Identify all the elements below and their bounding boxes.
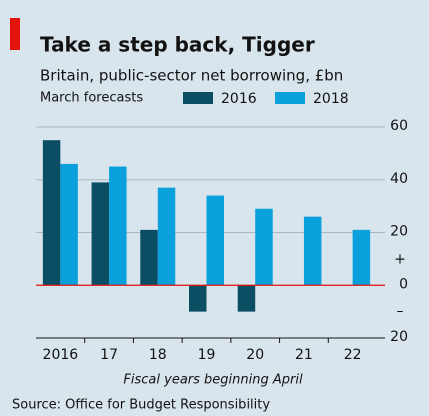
bar — [140, 229, 158, 286]
bar — [352, 229, 371, 286]
negative-sign: – — [397, 303, 404, 319]
x-tick-label: 2016 — [43, 347, 79, 363]
positive-sign: + — [394, 251, 406, 267]
x-tick-label: 17 — [100, 347, 118, 363]
bar — [42, 140, 61, 286]
x-tick-label: 20 — [246, 347, 264, 363]
source: Source: Office for Budget Responsibility — [12, 398, 270, 413]
y-tick-label: 20 — [390, 329, 408, 345]
x-axis-label: Fiscal years beginning April — [123, 373, 303, 388]
x-tick-label: 22 — [344, 347, 362, 363]
y-tick-label: 60 — [390, 118, 408, 134]
bar — [157, 187, 176, 286]
chart-subtitle: Britain, public-sector net borrowing, £b… — [40, 67, 343, 85]
bar — [303, 216, 322, 286]
y-tick-label: 40 — [390, 171, 408, 187]
chart-title: Take a step back, Tigger — [40, 33, 315, 57]
bar — [91, 182, 110, 286]
x-tick-label: 19 — [198, 347, 216, 363]
legend-label: 2016 — [221, 91, 257, 107]
bar — [189, 285, 207, 312]
bar — [255, 208, 273, 286]
y-tick-label: 0 — [399, 276, 408, 292]
note: March forecasts — [40, 91, 143, 106]
bar — [237, 285, 256, 312]
legend-swatch — [183, 92, 213, 104]
y-tick-label: 20 — [390, 224, 408, 240]
x-tick-label: 18 — [149, 347, 167, 363]
bar — [206, 195, 224, 286]
red-tag — [10, 18, 20, 50]
x-tick-label: 21 — [295, 347, 313, 363]
legend-swatch — [275, 92, 305, 104]
bar — [60, 163, 78, 286]
bar — [109, 166, 127, 286]
legend-label: 2018 — [313, 91, 349, 107]
